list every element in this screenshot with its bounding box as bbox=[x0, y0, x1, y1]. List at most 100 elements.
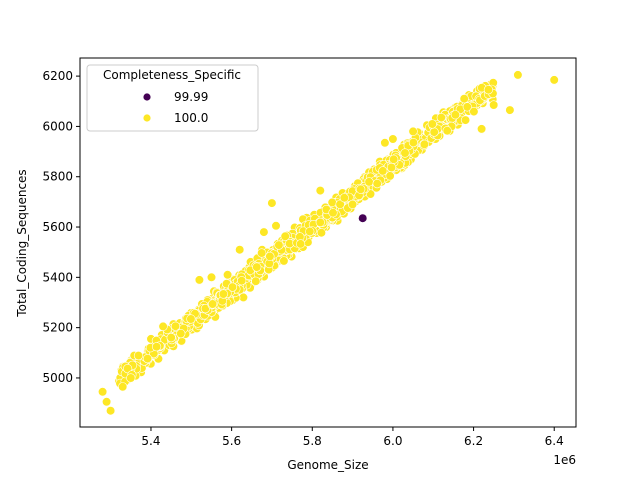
legend-label-99-99: 99.99 bbox=[174, 90, 208, 104]
data-point-100-0 bbox=[315, 217, 325, 227]
data-point-100-0 bbox=[267, 198, 277, 208]
x-axis-label: Genome_Size bbox=[287, 458, 368, 472]
data-point-100-0 bbox=[419, 139, 430, 149]
data-point-100-0 bbox=[257, 248, 267, 258]
data-point-100-0 bbox=[265, 251, 275, 261]
data-point-100-0 bbox=[477, 124, 487, 134]
data-point-100-0 bbox=[259, 227, 269, 237]
data-point-100-0 bbox=[460, 115, 471, 125]
data-point-100-0 bbox=[280, 231, 290, 241]
data-points bbox=[97, 70, 559, 416]
data-point-100-0 bbox=[122, 364, 133, 374]
x-tick-label: 6.0 bbox=[383, 434, 402, 448]
data-point-100-0 bbox=[118, 382, 128, 392]
legend: Completeness_Specific 99.99 100.0 bbox=[86, 64, 259, 132]
data-point-100-0 bbox=[389, 154, 399, 164]
data-point-100-0 bbox=[237, 276, 247, 286]
data-point-100-0 bbox=[348, 199, 358, 209]
data-point-100-0 bbox=[166, 333, 176, 343]
axes-frame bbox=[79, 57, 577, 428]
data-point-100-0 bbox=[356, 184, 366, 194]
data-point-100-0 bbox=[223, 270, 233, 280]
y-axis: 5000 5200 5400 5600 5800 6000 6200 bbox=[42, 69, 80, 385]
data-point-100-0 bbox=[105, 406, 116, 416]
data-point-100-0 bbox=[279, 256, 289, 266]
x-offset-label: 1e6 bbox=[553, 453, 576, 467]
data-point-100-0 bbox=[328, 208, 338, 218]
data-point-100-0 bbox=[126, 373, 136, 383]
data-point-100-0 bbox=[218, 289, 228, 299]
data-point-100-0 bbox=[483, 85, 494, 95]
data-point-100-0 bbox=[271, 221, 281, 231]
data-point-100-0 bbox=[208, 299, 218, 309]
legend-label-100-0: 100.0 bbox=[174, 111, 208, 125]
data-point-100-0 bbox=[427, 119, 437, 129]
data-point-100-0 bbox=[274, 240, 284, 250]
y-tick-label: 5000 bbox=[42, 371, 73, 385]
data-point-100-0 bbox=[450, 110, 461, 120]
data-point-100-0 bbox=[176, 329, 186, 339]
data-point-100-0 bbox=[388, 134, 398, 144]
data-point-100-0 bbox=[316, 228, 327, 238]
y-tick-label: 6200 bbox=[42, 69, 73, 83]
data-point-100-0 bbox=[372, 179, 382, 189]
legend-marker-99-99 bbox=[143, 93, 151, 101]
data-point-99-99 bbox=[358, 213, 368, 223]
x-axis: 5.4 5.6 5.8 6.0 6.2 6.4 bbox=[141, 427, 564, 448]
data-point-100-0 bbox=[462, 102, 472, 112]
legend-box bbox=[86, 64, 259, 132]
data-point-100-0 bbox=[408, 126, 418, 136]
y-tick-label: 6000 bbox=[42, 119, 73, 133]
data-point-100-0 bbox=[429, 127, 439, 137]
data-point-100-0 bbox=[489, 100, 499, 110]
data-point-100-0 bbox=[252, 262, 262, 272]
data-point-100-0 bbox=[186, 314, 196, 324]
data-point-100-0 bbox=[305, 226, 315, 237]
data-point-100-0 bbox=[158, 321, 168, 332]
data-point-100-0 bbox=[380, 138, 390, 148]
data-point-100-0 bbox=[505, 105, 515, 115]
data-point-100-0 bbox=[469, 106, 479, 117]
data-point-100-0 bbox=[133, 351, 144, 361]
data-point-100-0 bbox=[513, 70, 523, 80]
data-point-100-0 bbox=[238, 292, 248, 303]
data-point-100-0 bbox=[251, 276, 261, 286]
data-point-100-0 bbox=[378, 166, 388, 176]
x-tick-label: 5.4 bbox=[141, 434, 160, 448]
x-tick-label: 6.4 bbox=[545, 434, 564, 448]
data-point-100-0 bbox=[235, 245, 245, 255]
data-point-100-0 bbox=[386, 162, 397, 173]
y-tick-label: 5400 bbox=[42, 270, 73, 284]
data-point-100-0 bbox=[315, 186, 325, 196]
data-point-100-0 bbox=[385, 171, 395, 181]
legend-marker-100-0 bbox=[143, 114, 151, 122]
data-point-100-0 bbox=[170, 321, 181, 331]
data-point-100-0 bbox=[408, 138, 419, 148]
data-point-100-0 bbox=[142, 354, 153, 364]
y-tick-label: 5800 bbox=[42, 170, 73, 184]
data-point-100-0 bbox=[101, 397, 112, 407]
x-tick-label: 6.2 bbox=[464, 434, 483, 448]
data-point-100-0 bbox=[152, 342, 162, 352]
x-tick-label: 5.6 bbox=[222, 434, 241, 448]
data-point-100-0 bbox=[459, 94, 469, 104]
data-point-100-0 bbox=[206, 272, 217, 282]
data-point-100-0 bbox=[442, 126, 452, 136]
data-point-100-0 bbox=[97, 387, 108, 397]
y-axis-label: Total_Coding_Sequences bbox=[15, 169, 29, 317]
legend-title: Completeness_Specific bbox=[103, 68, 241, 82]
data-point-100-0 bbox=[327, 197, 337, 207]
data-point-100-0 bbox=[364, 177, 374, 187]
x-tick-label: 5.8 bbox=[303, 434, 322, 448]
data-point-100-0 bbox=[549, 75, 559, 85]
data-point-100-0 bbox=[194, 275, 204, 285]
y-tick-label: 5200 bbox=[42, 321, 73, 335]
data-point-100-0 bbox=[339, 193, 349, 203]
data-point-100-0 bbox=[400, 148, 410, 158]
y-tick-label: 5600 bbox=[42, 220, 73, 234]
data-point-100-0 bbox=[296, 239, 306, 249]
data-point-100-0 bbox=[227, 282, 238, 292]
data-point-100-0 bbox=[436, 112, 446, 123]
data-point-100-0 bbox=[335, 199, 345, 209]
